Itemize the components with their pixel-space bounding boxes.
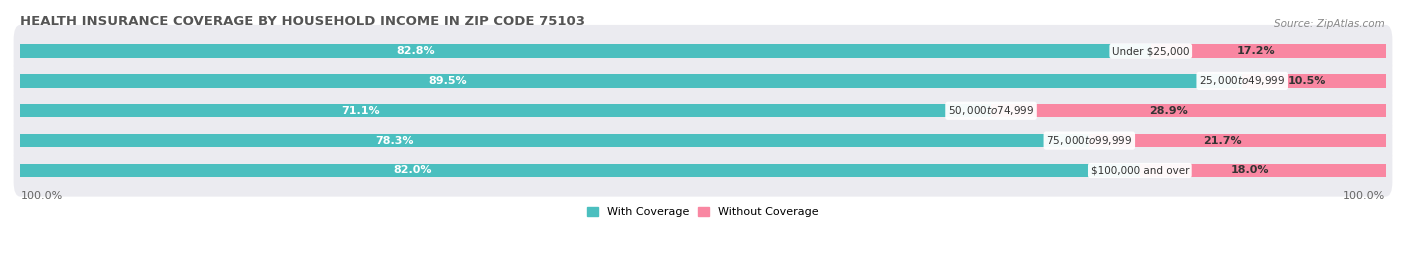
FancyBboxPatch shape [14,55,1392,107]
Legend: With Coverage, Without Coverage: With Coverage, Without Coverage [582,202,824,222]
Bar [21,134,1090,147]
Text: 89.5%: 89.5% [429,76,467,86]
FancyBboxPatch shape [14,144,1392,197]
FancyBboxPatch shape [14,25,1392,77]
Text: 28.9%: 28.9% [1149,106,1188,116]
Bar [21,44,1150,58]
Text: $25,000 to $49,999: $25,000 to $49,999 [1199,75,1285,87]
Bar [1090,134,1385,147]
Bar [991,104,1385,118]
Text: 82.8%: 82.8% [396,46,436,56]
Text: 100.0%: 100.0% [21,191,63,201]
Bar [21,164,1140,177]
Text: 17.2%: 17.2% [1237,46,1275,56]
Text: Under $25,000: Under $25,000 [1112,46,1189,56]
Text: 71.1%: 71.1% [340,106,380,116]
Text: HEALTH INSURANCE COVERAGE BY HOUSEHOLD INCOME IN ZIP CODE 75103: HEALTH INSURANCE COVERAGE BY HOUSEHOLD I… [21,15,585,28]
Bar [1150,44,1385,58]
Text: 18.0%: 18.0% [1232,165,1270,175]
Text: 100.0%: 100.0% [1343,191,1385,201]
Text: 78.3%: 78.3% [375,136,413,146]
Bar [1140,164,1385,177]
Text: $100,000 and over: $100,000 and over [1091,165,1189,175]
Text: Source: ZipAtlas.com: Source: ZipAtlas.com [1274,19,1385,29]
Text: $50,000 to $74,999: $50,000 to $74,999 [948,104,1035,117]
Text: 21.7%: 21.7% [1204,136,1241,146]
FancyBboxPatch shape [14,85,1392,137]
Text: 82.0%: 82.0% [394,165,432,175]
Bar [21,104,991,118]
FancyBboxPatch shape [14,115,1392,167]
Bar [21,74,1243,88]
Text: 10.5%: 10.5% [1288,76,1326,86]
Text: $75,000 to $99,999: $75,000 to $99,999 [1046,134,1132,147]
Bar [1243,74,1385,88]
